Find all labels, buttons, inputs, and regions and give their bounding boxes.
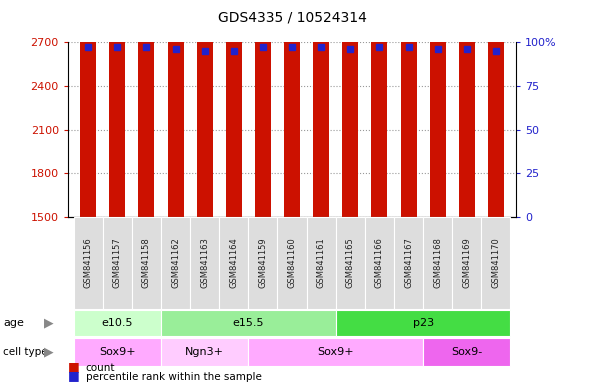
Bar [226, 0, 242, 217]
Text: GSM841167: GSM841167 [404, 238, 413, 288]
Text: GSM841170: GSM841170 [491, 238, 500, 288]
Bar [488, 0, 504, 217]
Bar [139, 0, 155, 217]
Bar [313, 77, 329, 384]
Text: age: age [3, 318, 24, 328]
Bar [459, 121, 475, 384]
Text: e15.5: e15.5 [232, 318, 264, 328]
Text: GSM841160: GSM841160 [287, 238, 297, 288]
Bar [459, 0, 475, 217]
Text: GSM841164: GSM841164 [230, 238, 238, 288]
Text: GDS4335 / 10524314: GDS4335 / 10524314 [218, 11, 366, 25]
Text: GSM841165: GSM841165 [346, 238, 355, 288]
Bar [313, 0, 329, 217]
Bar [284, 83, 300, 384]
Text: Sox9+: Sox9+ [317, 347, 354, 357]
Bar [168, 0, 183, 217]
Text: e10.5: e10.5 [101, 318, 133, 328]
Text: GSM841168: GSM841168 [433, 238, 442, 288]
Bar [139, 103, 155, 384]
Text: ▶: ▶ [44, 316, 54, 329]
Bar [401, 90, 417, 384]
Bar [109, 77, 125, 384]
Text: Sox9+: Sox9+ [99, 347, 136, 357]
Text: GSM841163: GSM841163 [200, 238, 209, 288]
Text: GSM841158: GSM841158 [142, 238, 151, 288]
Text: ▶: ▶ [44, 345, 54, 358]
Text: count: count [86, 363, 115, 373]
Bar [255, 90, 271, 384]
Bar [196, 175, 213, 384]
Text: GSM841157: GSM841157 [113, 238, 122, 288]
Bar [342, 0, 358, 217]
Bar [430, 0, 445, 217]
Bar [401, 0, 417, 217]
Text: GSM841169: GSM841169 [462, 238, 471, 288]
Text: cell type: cell type [3, 347, 48, 357]
Text: ■: ■ [68, 369, 80, 382]
Text: Sox9-: Sox9- [451, 347, 483, 357]
Bar [196, 0, 213, 217]
Bar [109, 0, 125, 217]
Bar [168, 121, 183, 384]
Text: GSM841166: GSM841166 [375, 238, 384, 288]
Bar [371, 118, 388, 384]
Bar [342, 128, 358, 384]
Text: GSM841159: GSM841159 [258, 238, 267, 288]
Bar [80, 0, 96, 217]
Bar [226, 198, 242, 384]
Text: percentile rank within the sample: percentile rank within the sample [86, 372, 261, 382]
Text: ■: ■ [68, 360, 80, 373]
Text: GSM841162: GSM841162 [171, 238, 180, 288]
Text: GSM841156: GSM841156 [84, 238, 93, 288]
Bar [255, 0, 271, 217]
Text: p23: p23 [412, 318, 434, 328]
Text: Ngn3+: Ngn3+ [185, 347, 224, 357]
Bar [80, 81, 96, 384]
Bar [284, 0, 300, 217]
Bar [430, 130, 445, 384]
Bar [488, 153, 504, 384]
Text: GSM841161: GSM841161 [317, 238, 326, 288]
Bar [371, 0, 388, 217]
